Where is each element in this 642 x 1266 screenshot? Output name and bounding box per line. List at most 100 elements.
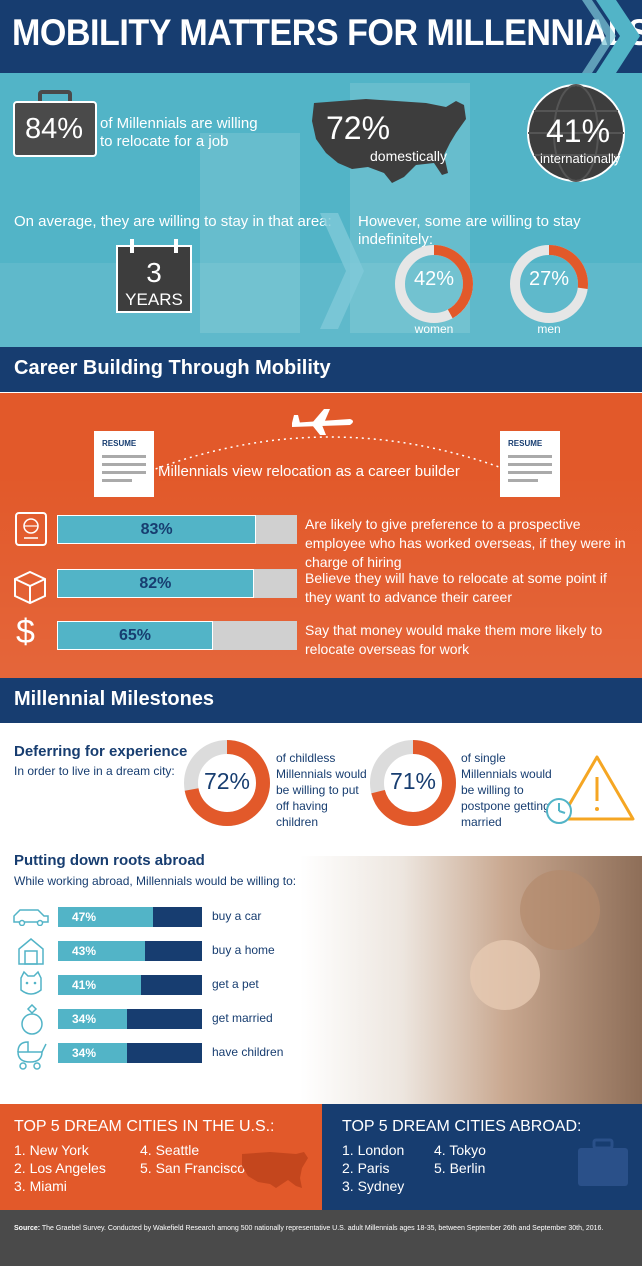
roots-label: have children [212,1045,284,1059]
usa-map-icon [312,99,466,183]
resume-icon: RESUME [94,431,154,497]
career-row-text: Are likely to give preference to a prosp… [305,516,626,570]
married-pct: 71% [389,768,437,794]
donut-value-arc [370,740,456,826]
career-title: Career Building Through Mobility [14,357,331,379]
relocate-pct: 84% [24,113,84,145]
roots-label: get married [212,1011,273,1025]
married-text: of single Millennials would be willing t… [461,751,552,829]
roots-bar: 34% [58,1043,202,1063]
header-banner: MOBILITY MATTERS FOR MILLENNIALS [0,0,642,73]
dollar-icon: $ [16,613,35,651]
abroad-cities-panel: TOP 5 DREAM CITIES ABROAD: 1. London 2. … [322,1104,642,1210]
chevron-decoration-icon [582,0,640,73]
children-donut-chart [184,740,270,826]
us-cities-panel: TOP 5 DREAM CITIES IN THE U.S.: 1. New Y… [0,1104,322,1210]
roots-bar-fill [58,1043,127,1063]
briefcase-icon [13,90,97,157]
roots-label: get a pet [212,977,259,991]
roots-bar-pct: 34% [72,1012,97,1026]
abroad-city: 5. Berlin [434,1160,486,1176]
years-label: YEARS [125,290,183,309]
abroad-city: 1. London [342,1142,405,1158]
roots-bar-pct: 34% [72,1046,97,1060]
source-text: Source: The Graebel Survey. Conducted by… [14,1224,634,1234]
abroad-city: 3. Sydney [342,1178,405,1194]
roots-bar: 41% [58,975,202,995]
donut-value-arc [184,740,270,826]
roots-bar-pct: 41% [72,978,97,992]
abroad-cities-title: TOP 5 DREAM CITIES ABROAD: [342,1118,582,1135]
donut-value-arc [510,245,588,323]
career-bar: 65% [57,621,297,650]
avg-stay-text: On average, they are willing to stay in … [14,213,332,230]
stroller-icon [17,1041,47,1070]
usa-map-icon [242,1152,308,1188]
chevron-right-icon [320,213,364,329]
intl-label: internationally [540,151,621,166]
roots-bar-fill [58,907,153,927]
career-bar-pct: 65% [118,627,152,644]
career-bar-fill [57,515,257,544]
women-label: women [414,322,454,336]
suitcase-icon [578,1138,628,1186]
abroad-city: 4. Tokyo [434,1142,486,1158]
roots-bar: 34% [58,1009,202,1029]
resume-label: RESUME [508,439,543,448]
us-city: 3. Miami [14,1178,67,1194]
years-number: 3 [146,257,162,288]
roots-subtitle: While working abroad, Millennials would … [14,874,297,888]
source-label: Source: [14,1225,41,1232]
career-bar: 82% [57,569,297,598]
married-donut-chart [370,740,456,826]
women-donut-chart [395,245,473,323]
bg-boxes [200,133,300,333]
men-donut-chart [510,245,588,323]
passport-icon [15,512,47,546]
women-pct: 42% [413,268,455,290]
source-body: The Graebel Survey. Conducted by Wakefie… [41,1225,604,1232]
roots-bar-fill [58,941,145,961]
career-row-text: Say that money would make them more like… [305,622,603,657]
bg-floor [0,263,642,347]
source-footer: Source: The Graebel Survey. Conducted by… [0,1210,642,1266]
resume-icon: RESUME [500,431,560,497]
career-bar-fill [57,621,213,650]
career-bar-pct: 82% [139,575,172,592]
milestones-section-header: Millennial Milestones [0,678,642,723]
cat-icon [20,970,42,995]
roots-label: buy a car [212,909,262,923]
roots-title: Putting down roots abroad [14,852,205,869]
roots-bar-fill [58,1009,127,1029]
children-text: of childless Millennials would be willin… [276,751,367,829]
ring-icon [21,1004,43,1035]
roots-bar-pct: 43% [72,944,97,958]
us-city: 1. New York [14,1142,89,1158]
page-title: MOBILITY MATTERS FOR MILLENNIALS [12,12,642,53]
relocation-section: 84% of Millennials are willing to reloca… [0,73,642,347]
us-cities-title: TOP 5 DREAM CITIES IN THE U.S.: [14,1118,275,1135]
box-icon [14,570,46,605]
family-photo-detail [520,870,600,950]
us-city: 5. San Francisco [140,1160,246,1176]
globe-icon [527,84,625,182]
men-label: men [537,322,561,336]
career-section: RESUME RESUME Millennials view relocatio… [0,393,642,678]
us-city: 2. Los Angeles [14,1160,106,1176]
roots-bar: 43% [58,941,202,961]
house-icon [18,938,44,965]
car-icon [13,909,49,926]
career-row-text: Believe they will have to relocate at so… [305,570,607,605]
career-bar: 83% [57,515,297,544]
roots-bar-pct: 47% [72,910,97,924]
us-city: 4. Seattle [140,1142,200,1158]
defer-title: Deferring for experience [14,743,188,760]
defer-subtitle: In order to live in a dream city: [14,764,175,778]
roots-label: buy a home [212,943,275,957]
resume-label: RESUME [102,439,137,448]
milestones-title: Millennial Milestones [14,688,215,710]
intl-pct: 41% [546,113,611,149]
family-photo-detail [470,940,540,1010]
domestic-pct: 72% [326,110,391,146]
roots-bar-fill [58,975,141,995]
